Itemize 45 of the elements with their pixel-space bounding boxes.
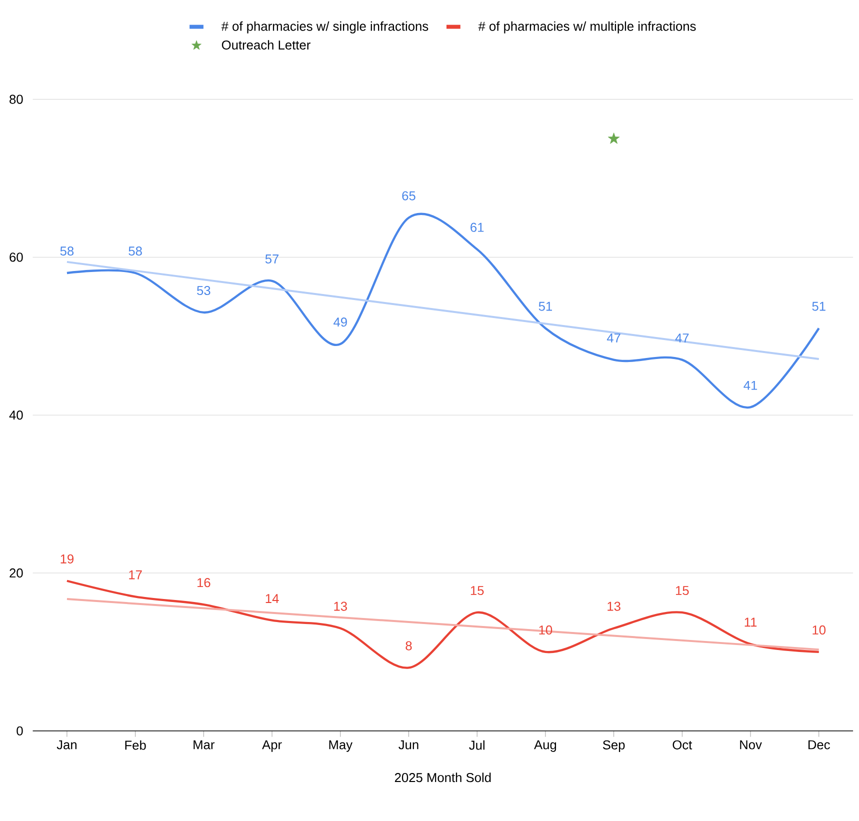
y-tick-label: 60 xyxy=(10,252,23,262)
y-tick-label: 40 xyxy=(9,410,23,420)
data-label: 10 xyxy=(539,625,552,634)
data-label: 17 xyxy=(129,570,142,580)
x-tick-label: May xyxy=(329,740,352,752)
x-tick-label: Feb xyxy=(125,740,146,750)
data-label: 53 xyxy=(197,286,210,295)
legend-label: # of pharmacies w/ multiple infractions xyxy=(478,21,696,34)
data-label: 15 xyxy=(470,586,484,595)
legend-label: Outreach Letter xyxy=(222,40,310,50)
x-tick-label: Jan xyxy=(56,740,76,750)
x-tick-label: Mar xyxy=(194,740,215,750)
data-label: 14 xyxy=(266,594,279,603)
x-tick-label: Apr xyxy=(262,740,282,752)
data-label: 16 xyxy=(197,578,210,588)
y-tick-label: 0 xyxy=(16,726,23,736)
data-label: 57 xyxy=(265,254,279,264)
x-tick-label: Aug xyxy=(534,740,556,752)
data-label: 51 xyxy=(812,302,826,311)
x-tick-label: Jun xyxy=(398,740,418,750)
y-tick-label: 80 xyxy=(10,94,23,104)
data-label: 15 xyxy=(676,586,689,595)
data-label: 65 xyxy=(402,191,416,200)
data-label: 61 xyxy=(470,222,484,232)
data-label: 58 xyxy=(60,246,74,256)
x-tick-label: Dec xyxy=(808,740,830,750)
x-tick-label: Jul xyxy=(469,740,484,750)
data-label: 11 xyxy=(744,618,757,627)
y-tick-label: 20 xyxy=(10,568,23,578)
data-label: 41 xyxy=(744,380,758,390)
data-label: 47 xyxy=(606,333,620,342)
x-tick-label: Sep xyxy=(602,740,625,752)
data-label: 51 xyxy=(538,302,552,311)
data-label: 47 xyxy=(675,333,689,342)
data-label: 13 xyxy=(608,602,620,611)
data-label: 13 xyxy=(334,602,347,611)
legend-label: # of pharmacies w/ single infractions xyxy=(221,21,428,34)
x-tick-label: Nov xyxy=(740,740,762,750)
data-label: 10 xyxy=(812,625,826,634)
x-axis-title: 2025 Month Sold xyxy=(394,772,491,782)
data-label: 49 xyxy=(334,317,347,327)
data-label: 58 xyxy=(128,246,142,256)
data-label: 8 xyxy=(406,641,412,650)
data-label: 19 xyxy=(60,554,74,564)
x-tick-label: Oct xyxy=(672,740,692,750)
